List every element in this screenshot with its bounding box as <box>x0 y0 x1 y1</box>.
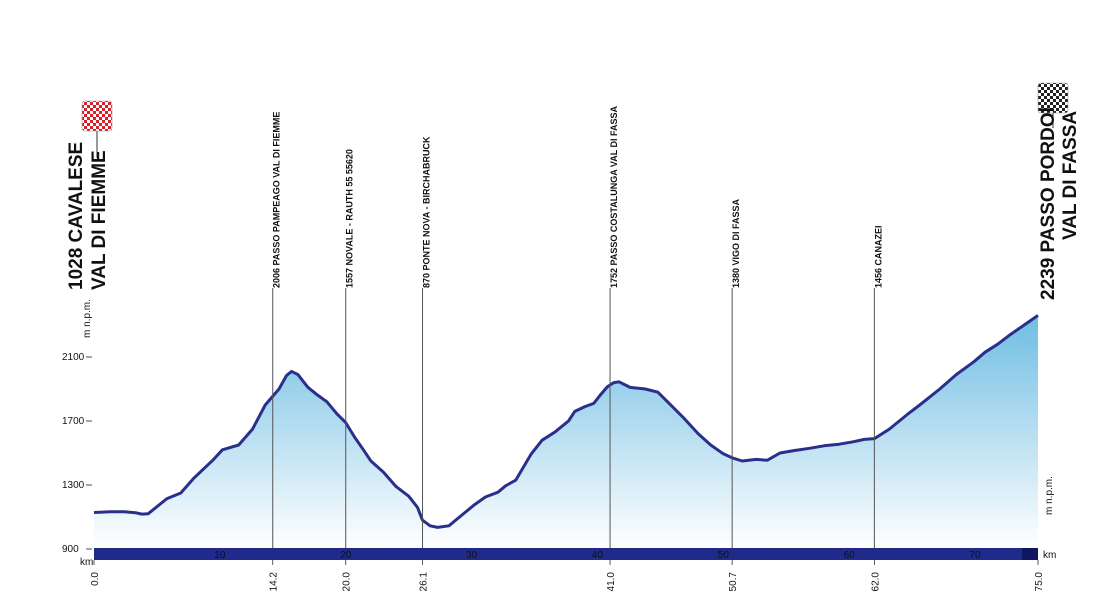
km-bar-label: km <box>1043 550 1056 561</box>
km-bar-tick-label: 60 <box>844 550 856 561</box>
x-km-label: 0.0 <box>90 572 101 586</box>
elevation-profile-line <box>93 314 1039 529</box>
waypoint-label: 1557 NOVALE - RAUTH 55 55620 <box>345 149 355 288</box>
x-km-label: 20.0 <box>342 572 353 592</box>
x-axis-km-labels: 0.0 14.2 20.0 26.1 41.0 50.7 62.0 75.0 <box>90 560 1045 591</box>
x-km-label: 62.0 <box>870 572 881 592</box>
elevation-area-fill <box>94 315 1038 548</box>
start-valley-name: VAL DI FIEMME <box>89 150 110 290</box>
km-bar-tick-label: 10 <box>214 550 226 561</box>
x-km-label: 26.1 <box>419 572 430 592</box>
waypoint-markers: 2006 PASSO PAMPEAGO VAL DI FIEMME 1557 NO… <box>272 105 883 548</box>
y-axis-label-left: m n.p.m. <box>82 299 93 338</box>
finish-elevation-name: 2239 PASSO PORDOI <box>1038 107 1059 300</box>
start-flag-icon <box>81 100 113 132</box>
waypoint-label: 1380 VIGO DI FASSA <box>731 198 741 288</box>
x-km-label: 14.2 <box>269 572 280 592</box>
finish-marker: 2239 PASSO PORDOI VAL DI FASSA <box>1037 82 1081 300</box>
y-axis-label-right: m n.p.m. <box>1044 476 1055 515</box>
x-km-label: 75.0 <box>1034 572 1045 592</box>
km-bar-end-cap <box>1022 548 1038 560</box>
start-elevation-name: 1028 CAVALESE <box>66 142 87 290</box>
waypoint-label: 1456 CANAZEI <box>873 225 883 288</box>
y-tick-label: 900 <box>62 544 79 555</box>
waypoint-label: 870 PONTE NOVA - BIRCHABRUCK <box>422 136 432 288</box>
waypoint-label: 1752 PASSO COSTALUNGA VAL DI FASSA <box>609 105 619 288</box>
km-scale-bar <box>94 548 1038 560</box>
km-bar-tick-label: 20 <box>340 550 352 561</box>
x-km-label: 50.7 <box>728 572 739 592</box>
waypoint-label: 2006 PASSO PAMPEAGO VAL DI FIEMME <box>272 112 282 288</box>
y-tick-label: 2100 <box>62 352 85 363</box>
km-bar-tick-label: 40 <box>592 550 604 561</box>
km-zero-label: km <box>80 557 93 568</box>
km-bar-tick-label: 30 <box>466 550 478 561</box>
start-marker: 1028 CAVALESE VAL DI FIEMME <box>66 100 113 290</box>
km-bar-ticks: 10 20 30 40 50 60 70 <box>214 550 981 561</box>
km-bar-tick-label: 50 <box>718 550 730 561</box>
x-km-label: 41.0 <box>606 572 617 592</box>
finish-valley-name: VAL DI FASSA <box>1060 111 1081 240</box>
y-axis-ticks: 900 1300 1700 2100 <box>62 352 92 555</box>
km-bar-tick-label: 70 <box>970 550 982 561</box>
y-tick-label: 1700 <box>62 416 85 427</box>
y-tick-label: 1300 <box>62 480 85 491</box>
